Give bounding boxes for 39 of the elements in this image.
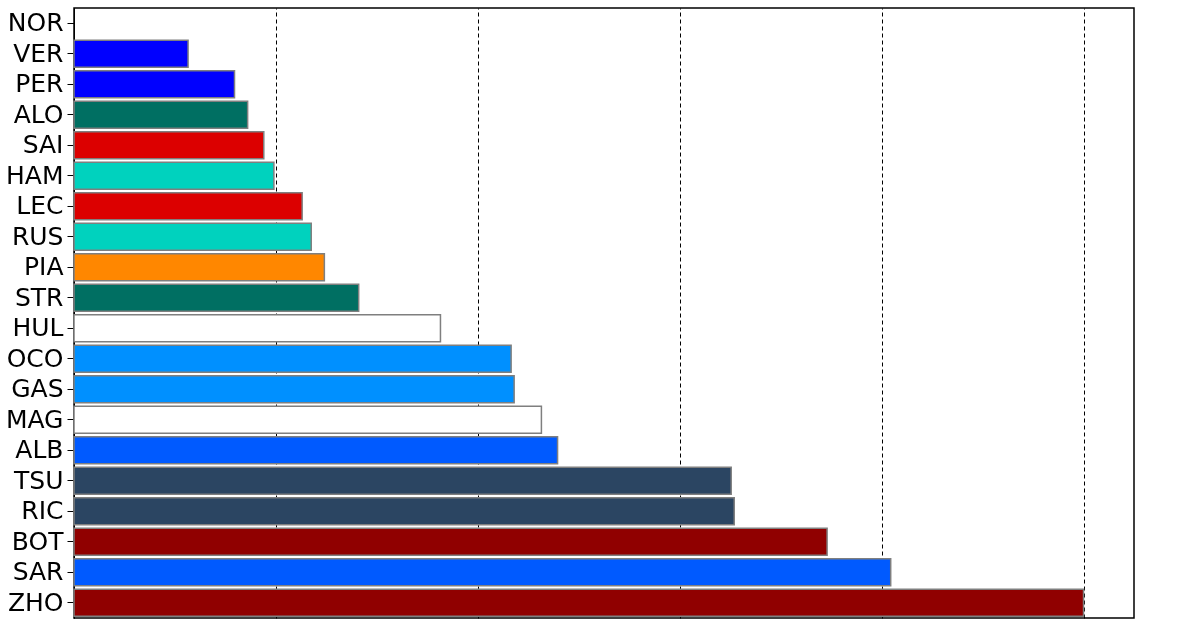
y-tick-label: RUS (11, 221, 64, 251)
bar (73, 588, 1085, 617)
bar (73, 466, 732, 495)
y-tick-label: LEC (16, 191, 64, 221)
bar (73, 497, 735, 526)
bar (73, 283, 360, 312)
y-tick-label: PER (15, 69, 64, 99)
bar (73, 405, 543, 434)
bar (73, 253, 326, 282)
bar (73, 558, 892, 587)
bar (73, 100, 249, 129)
y-tick-label: RIC (21, 496, 64, 526)
y-tick-label: SAR (12, 557, 64, 587)
bar (73, 161, 275, 190)
y-tick-label: HAM (6, 160, 64, 190)
y-tick-label: STR (14, 282, 64, 312)
y-tick-label: PIA (23, 252, 64, 282)
y-tick-label: OCO (6, 343, 64, 373)
y-tick-label: ALO (13, 99, 64, 129)
y-tick-label: VER (13, 38, 64, 68)
bar (73, 70, 236, 99)
y-tick-label: SAI (22, 130, 64, 160)
y-tick-label: TSU (13, 465, 64, 495)
bar (73, 39, 189, 68)
bar (73, 344, 512, 373)
y-tick-label: NOR (7, 8, 64, 38)
bar (73, 527, 828, 556)
y-tick-label: ALB (15, 435, 64, 465)
bar (73, 222, 312, 251)
y-tick-label: ZHO (7, 587, 64, 617)
bar (73, 375, 515, 404)
bar (73, 314, 442, 343)
bar (73, 192, 303, 221)
bar (73, 131, 265, 160)
y-tick-label: BOT (11, 526, 65, 556)
bar (73, 436, 559, 465)
y-tick-label: HUL (12, 313, 64, 343)
y-tick-label: MAG (5, 404, 64, 434)
y-tick-label: GAS (11, 374, 64, 404)
